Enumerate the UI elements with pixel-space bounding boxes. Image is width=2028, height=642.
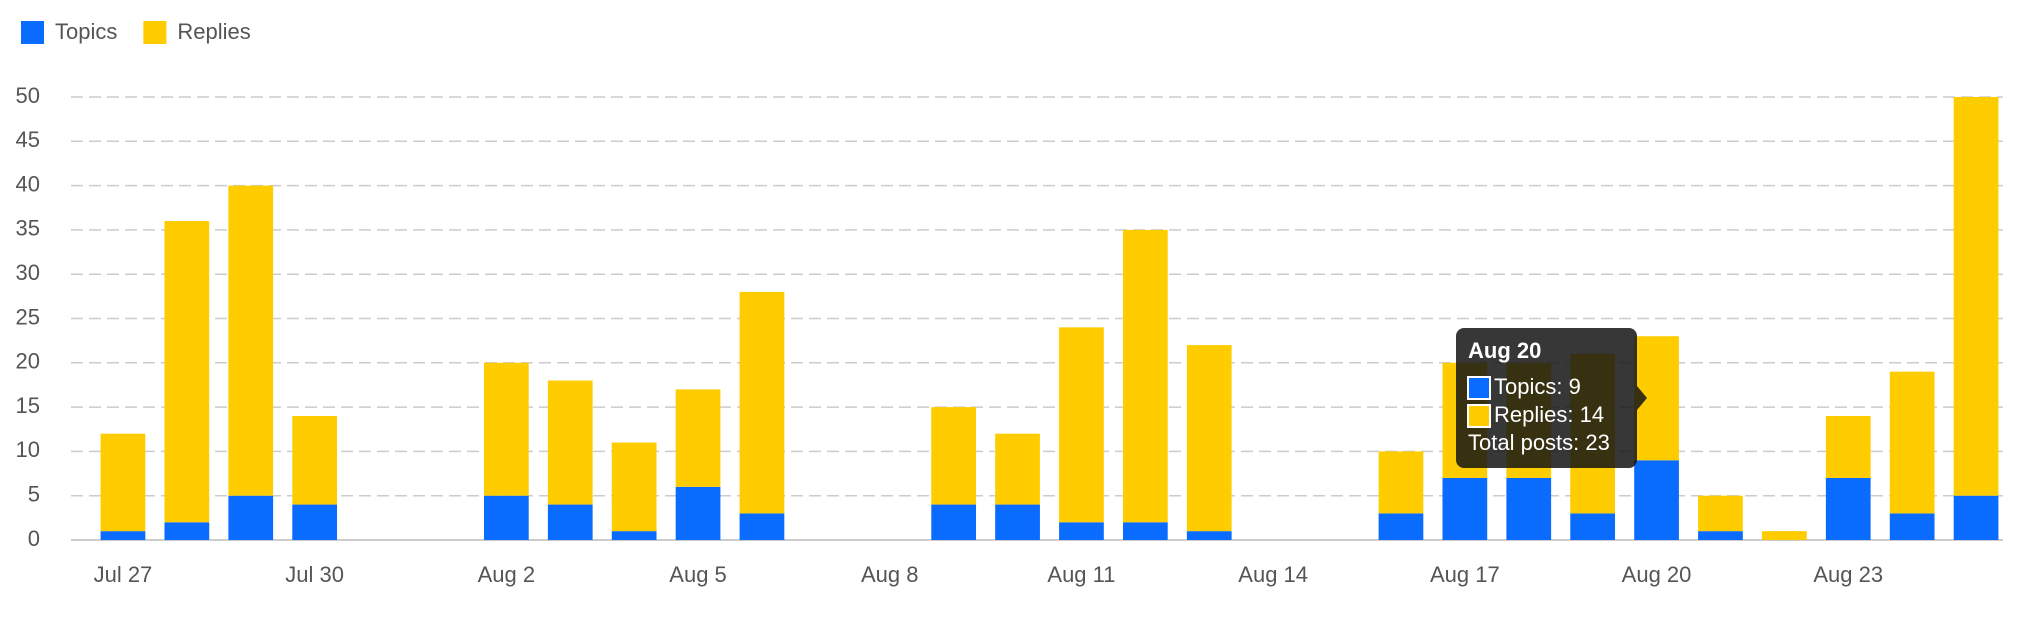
bar-segment [1378,451,1424,514]
bar-segment [100,433,146,532]
bar-segment [1122,229,1168,523]
bar-segment [675,486,721,540]
x-tick-label: Jul 27 [94,562,153,587]
bar-segment [164,522,210,540]
bar-segment [1825,415,1871,478]
bar-segment [1698,531,1743,540]
y-tick-label: 5 [28,482,40,507]
y-tick-label: 50 [16,83,40,108]
x-tick-label: Jul 30 [285,562,344,587]
y-tick-label: 20 [16,349,40,374]
bar-segment [483,362,529,496]
bar-segment [228,185,274,496]
bar-segment [1698,495,1743,532]
y-tick-label: 35 [16,216,40,241]
x-tick-label: Aug 8 [861,562,919,587]
x-tick-label: Aug 5 [669,562,727,587]
tooltip-arrow [1637,386,1647,410]
bar-segment [995,433,1040,505]
bar-segment [1953,97,1999,496]
bar-segment [1953,495,1999,540]
bar-segment [1122,522,1168,540]
bar-segment [675,389,721,487]
legend-swatch [143,21,167,44]
bar-segment [1378,513,1424,540]
bar-segment [739,291,785,514]
bar-segment [611,442,657,532]
tooltip-line: Topics: 9 [1494,374,1581,399]
bar-segment [483,495,529,540]
bar-segment [292,415,338,505]
y-tick-label: 40 [16,171,40,196]
legend-swatch [21,21,44,44]
tooltip-box [1456,328,1637,468]
bar-segment [611,531,657,540]
x-tick-label: Aug 23 [1813,562,1883,587]
legend-label: Topics [55,19,117,44]
y-tick-label: 25 [16,304,40,329]
x-tick-label: Aug 20 [1622,562,1692,587]
bar-segment [547,380,593,505]
bar-segment [995,504,1040,540]
bar-segment [1889,513,1935,540]
bar-segment [931,504,977,540]
tooltip-line: Total posts: 23 [1468,430,1610,455]
tooltip-title: Aug 20 [1468,338,1541,363]
bar-segment [1059,327,1104,523]
y-tick-label: 10 [16,437,40,462]
bar-segment [1825,477,1871,540]
x-tick-label: Aug 14 [1238,562,1308,587]
bar-segment [1634,460,1679,540]
bar-segment [100,531,146,540]
bar-segment [292,504,338,540]
bar-segment [164,221,210,523]
y-tick-label: 0 [28,526,40,551]
bar-segment [1506,477,1552,540]
bar-segment [739,513,785,540]
tooltip-swatch [1467,404,1491,428]
tooltip: Aug 20 Topics: 9 Replies: 14 Total posts: 2… [1456,328,1647,468]
bar-segment [1186,531,1232,540]
bar-segment [547,504,593,540]
bar-segment [228,495,274,540]
x-tick-label: Aug 17 [1430,562,1500,587]
tooltip-swatch [1467,376,1491,400]
bar-segment [1442,477,1488,540]
x-tick-label: Aug 11 [1047,562,1115,587]
bar-segment [1761,531,1807,540]
y-tick-label: 15 [16,393,40,418]
bar-segment [1889,371,1935,514]
y-tick-label: 45 [16,127,40,152]
bar-segment [1186,345,1232,532]
y-tick-label: 30 [16,260,40,285]
bar-segment [931,407,977,505]
legend-label: Replies [177,19,250,44]
bar-segment [1059,522,1104,540]
bar-segment [1570,513,1616,540]
x-tick-label: Aug 2 [478,562,536,587]
tooltip-line: Replies: 14 [1494,402,1604,427]
